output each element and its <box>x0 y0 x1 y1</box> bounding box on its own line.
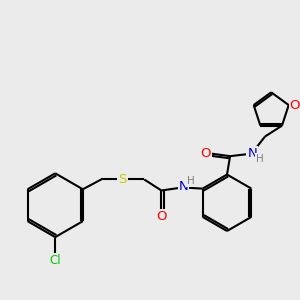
Text: N: N <box>178 180 188 193</box>
Text: O: O <box>290 98 300 112</box>
Text: O: O <box>156 210 166 224</box>
Text: N: N <box>247 147 257 160</box>
Text: Cl: Cl <box>50 254 61 267</box>
Text: H: H <box>187 176 195 186</box>
Text: H: H <box>256 154 264 164</box>
Text: O: O <box>200 147 211 160</box>
Text: S: S <box>118 173 127 186</box>
